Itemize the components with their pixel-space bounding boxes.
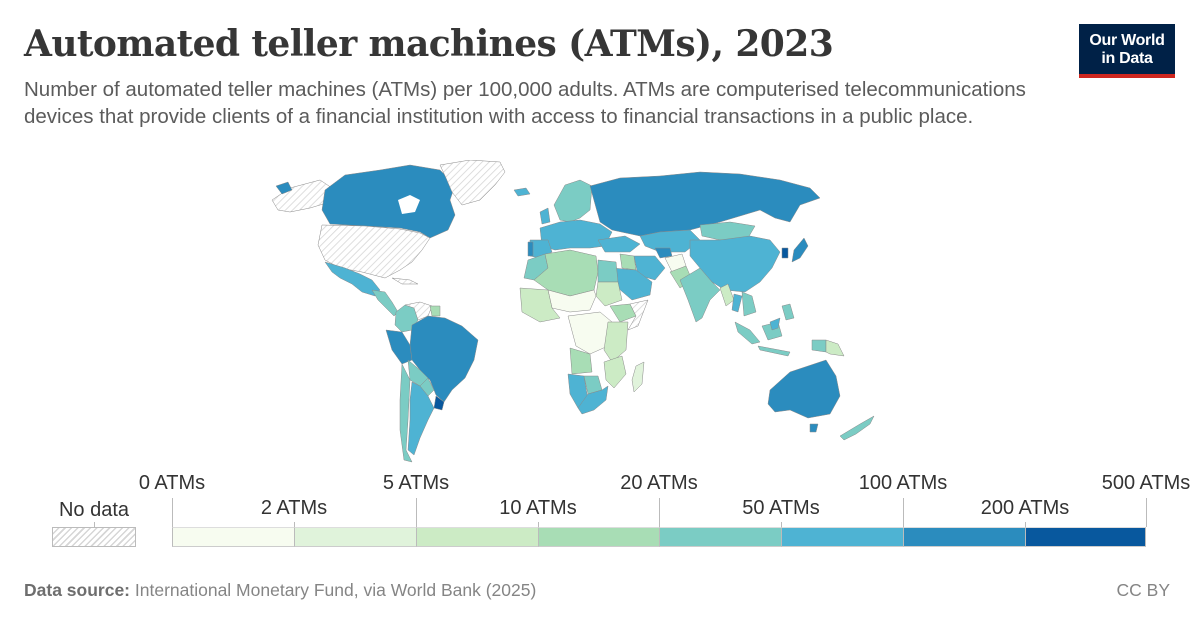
- legend-bin-50-100[interactable]: [781, 527, 903, 547]
- data-source-label: Data source:: [24, 580, 131, 600]
- legend-label-5: 5 ATMs: [382, 472, 450, 494]
- legend-nodata-swatch[interactable]: [52, 527, 136, 547]
- legend-tick: [903, 498, 904, 527]
- region-sumatra[interactable]: [734, 321, 761, 345]
- legend-tick: [1025, 522, 1026, 527]
- owid-logo[interactable]: Our World in Data: [1079, 24, 1175, 78]
- region-nordics[interactable]: [553, 179, 593, 223]
- region-usa[interactable]: [317, 224, 431, 279]
- region-south-africa[interactable]: [577, 385, 609, 415]
- region-cuba[interactable]: [391, 277, 419, 285]
- region-alaska-tip[interactable]: [275, 181, 293, 195]
- region-australia[interactable]: [767, 359, 841, 419]
- legend-tick: [294, 522, 295, 527]
- region-uruguay[interactable]: [433, 395, 445, 411]
- license[interactable]: CC BY: [1116, 580, 1170, 600]
- region-sudan[interactable]: [595, 281, 623, 307]
- legend-label-100: 100 ATMs: [858, 472, 948, 494]
- region-sahel[interactable]: [547, 289, 597, 313]
- region-malaysia-borneo[interactable]: [769, 317, 781, 331]
- legend-tick: [781, 522, 782, 527]
- data-source-text[interactable]: International Monetary Fund, via World B…: [130, 580, 537, 600]
- region-west-africa[interactable]: [519, 287, 561, 323]
- region-indochina[interactable]: [741, 291, 757, 317]
- region-japan[interactable]: [791, 237, 809, 263]
- data-source: Data source: International Monetary Fund…: [24, 580, 536, 601]
- region-somalia[interactable]: [627, 299, 649, 331]
- region-india[interactable]: [679, 267, 721, 323]
- region-peru[interactable]: [385, 329, 413, 365]
- region-angola[interactable]: [569, 347, 593, 375]
- legend-nodata-label: No data: [58, 499, 130, 521]
- region-argentina[interactable]: [407, 381, 435, 456]
- region-central-america[interactable]: [371, 289, 399, 317]
- legend-label-0: 0 ATMs: [138, 472, 206, 494]
- region-thailand[interactable]: [731, 293, 743, 313]
- chart-title: Automated teller machines (ATMs), 2023: [24, 23, 834, 65]
- region-korea[interactable]: [781, 247, 789, 259]
- chart-subtitle: Number of automated teller machines (ATM…: [24, 78, 1026, 128]
- region-uk[interactable]: [539, 207, 551, 225]
- region-chile[interactable]: [399, 363, 413, 463]
- logo-line-2: in Data: [1101, 49, 1153, 67]
- region-papua-new-guinea[interactable]: [825, 339, 845, 357]
- legend-tick: [659, 498, 660, 527]
- legend-label-50: 50 ATMs: [742, 497, 820, 519]
- legend-label-20: 20 ATMs: [620, 472, 698, 494]
- legend-label-500: 500 ATMs: [1101, 472, 1191, 494]
- color-legend: No data 0 ATMs 5 ATMs 20 ATMs 100 ATMs 5…: [0, 460, 1200, 560]
- legend-nodata-tick: [94, 522, 95, 527]
- region-guyana[interactable]: [429, 305, 441, 317]
- region-mexico[interactable]: [324, 261, 381, 297]
- world-map: [271, 160, 875, 463]
- legend-label-200: 200 ATMs: [980, 497, 1070, 519]
- region-mozambique[interactable]: [603, 355, 627, 389]
- legend-bin-0-2[interactable]: [172, 527, 294, 547]
- region-uzbekistan[interactable]: [654, 247, 673, 259]
- legend-bin-20-50[interactable]: [659, 527, 781, 547]
- legend-tick: [172, 498, 173, 527]
- region-philippines[interactable]: [781, 303, 795, 321]
- region-brazil[interactable]: [409, 315, 479, 403]
- region-iceland[interactable]: [513, 187, 531, 197]
- legend-bin-10-20[interactable]: [538, 527, 659, 547]
- legend-tick: [538, 522, 539, 527]
- legend-tick: [416, 498, 417, 527]
- region-canada[interactable]: [321, 164, 456, 239]
- region-hudson-bay: [398, 195, 420, 214]
- region-tasmania[interactable]: [809, 423, 819, 433]
- legend-bin-200-500[interactable]: [1025, 527, 1146, 547]
- region-turkey[interactable]: [597, 235, 641, 253]
- legend-bin-5-10[interactable]: [416, 527, 538, 547]
- legend-bin-100-200[interactable]: [903, 527, 1025, 547]
- region-new-guinea-west[interactable]: [811, 339, 827, 353]
- region-new-zealand[interactable]: [839, 415, 875, 441]
- region-egypt[interactable]: [597, 259, 619, 283]
- legend-label-2: 2 ATMs: [260, 497, 328, 519]
- region-madagascar[interactable]: [631, 361, 645, 393]
- legend-bin-2-5[interactable]: [294, 527, 416, 547]
- region-greenland[interactable]: [439, 160, 506, 206]
- legend-tick: [1146, 498, 1147, 527]
- region-java[interactable]: [757, 345, 791, 357]
- region-portugal[interactable]: [527, 241, 534, 257]
- logo-line-1: Our World: [1089, 31, 1165, 49]
- region-east-africa[interactable]: [603, 321, 629, 363]
- legend-label-10: 10 ATMs: [499, 497, 577, 519]
- region-iraq[interactable]: [619, 253, 637, 271]
